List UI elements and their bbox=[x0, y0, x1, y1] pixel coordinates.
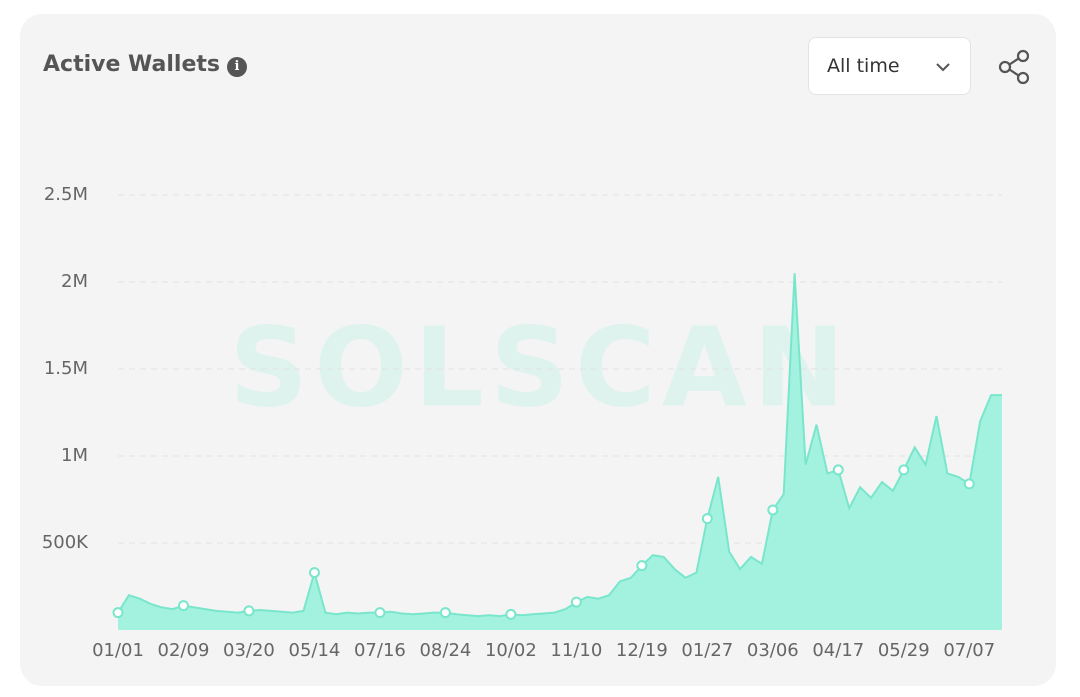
x-tick-label: 01/27 bbox=[681, 640, 733, 661]
y-tick-label: 2M bbox=[61, 271, 88, 292]
line bbox=[117, 273, 1002, 618]
x-tick-label: 11/10 bbox=[550, 640, 602, 661]
x-tick-label: 07/16 bbox=[354, 640, 406, 661]
point bbox=[898, 464, 910, 476]
y-tick-label: 2.5M bbox=[44, 184, 88, 205]
x-tick-label: 05/29 bbox=[878, 640, 930, 661]
point bbox=[767, 504, 779, 516]
chevron bbox=[936, 63, 950, 72]
point bbox=[374, 607, 386, 619]
point bbox=[570, 596, 582, 608]
x-tick-label: 01/01 bbox=[92, 640, 144, 661]
point bbox=[505, 608, 517, 620]
point bbox=[243, 605, 255, 617]
x-tick-label: 04/17 bbox=[812, 640, 864, 661]
share-icon[interactable] bbox=[995, 47, 1035, 87]
watermark: SOLSCAN bbox=[229, 303, 851, 431]
point bbox=[308, 567, 320, 579]
info-icon[interactable]: i bbox=[227, 57, 247, 77]
x-tick-label: 10/02 bbox=[485, 640, 537, 661]
card: Active Wallets i All time bbox=[20, 14, 1056, 686]
point bbox=[636, 560, 648, 572]
y-tick-label: 1M bbox=[61, 445, 88, 466]
x-tick-label: 12/19 bbox=[616, 640, 668, 661]
point bbox=[832, 464, 844, 476]
point bbox=[439, 607, 451, 619]
x-tick-label: 02/09 bbox=[158, 640, 210, 661]
point bbox=[177, 600, 189, 612]
point bbox=[963, 478, 975, 490]
time-dropdown[interactable]: All time bbox=[808, 37, 971, 95]
point bbox=[112, 607, 124, 619]
x-tick-label: 07/07 bbox=[943, 640, 995, 661]
x-tick-label: 03/20 bbox=[223, 640, 275, 661]
card-title: Active Wallets bbox=[43, 52, 220, 77]
y-tick-label: 500K bbox=[42, 532, 89, 553]
x-tick-label: 03/06 bbox=[747, 640, 799, 661]
x-tick-label: 08/24 bbox=[419, 640, 471, 661]
area bbox=[118, 273, 1002, 630]
point bbox=[701, 513, 713, 525]
y-tick-label: 1.5M bbox=[44, 358, 88, 379]
dropdown-label: All time bbox=[827, 55, 900, 77]
x-tick-label: 05/14 bbox=[289, 640, 341, 661]
